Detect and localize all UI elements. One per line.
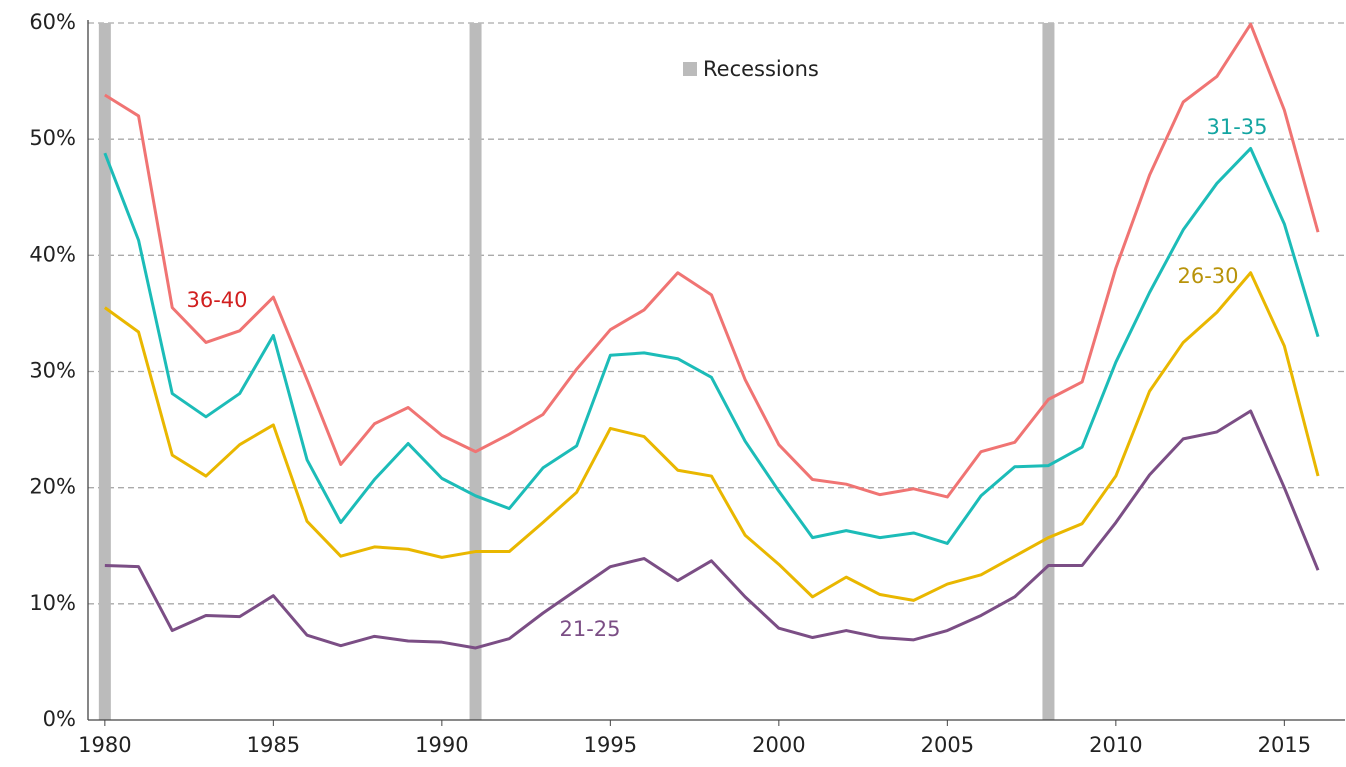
x-tick-label: 2015 (1258, 733, 1311, 757)
y-tick-label: 10% (29, 591, 76, 615)
x-tick-label: 1995 (584, 733, 637, 757)
x-tick-label: 1985 (247, 733, 300, 757)
series-line (103, 146, 1320, 545)
y-tick-label: 20% (29, 475, 76, 499)
y-tick-label: 0% (43, 707, 76, 731)
y-tick-label: 30% (29, 359, 76, 383)
x-tick-label: 2000 (752, 733, 805, 757)
y-tick-label: 60% (29, 10, 76, 34)
series-line (104, 409, 1320, 650)
legend-label: Recessions (703, 57, 819, 81)
x-tick-label: 2005 (921, 733, 974, 757)
series-line (104, 22, 1320, 499)
series-line (103, 271, 1320, 602)
x-tick-label: 2010 (1089, 733, 1142, 757)
y-tick-label: 50% (29, 126, 76, 150)
legend-swatch (683, 62, 697, 76)
series-label: 36-40 (186, 288, 247, 312)
series-label: 26-30 (1177, 264, 1238, 288)
x-tick-label: 1980 (78, 733, 131, 757)
recession-bar (469, 23, 482, 720)
x-tick-label: 1990 (415, 733, 468, 757)
recession-bar (98, 23, 111, 720)
recession-bar (1042, 23, 1055, 720)
y-tick-label: 40% (29, 242, 76, 266)
series-label: 21-25 (559, 617, 620, 641)
series-label: 31-35 (1206, 115, 1267, 139)
